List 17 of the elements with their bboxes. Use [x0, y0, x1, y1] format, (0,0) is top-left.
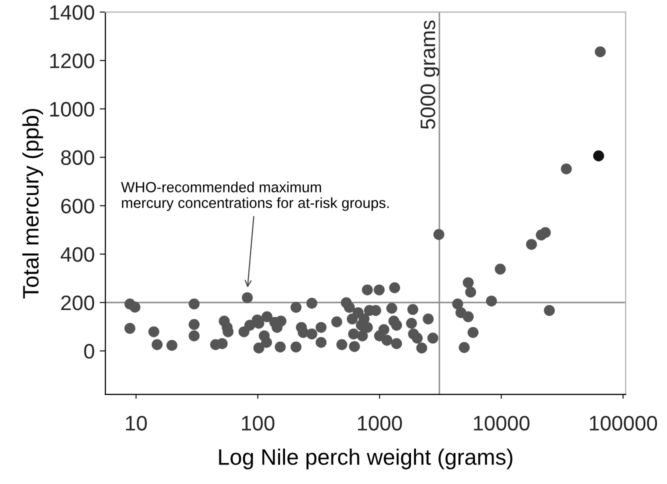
y-tick-label: 1400 [50, 5, 94, 20]
x-tick-label: 10000 [474, 416, 530, 431]
y-axis-title: Total mercury (ppb) [22, 108, 44, 298]
annotation: WHO-recommended maximum mercury concentrations for at-risk groups. [121, 182, 389, 211]
x-tick-label: 100000 [590, 416, 658, 431]
y-tick-label: 1000 [50, 102, 94, 117]
y-tick-label: 600 [61, 198, 94, 214]
y-tick-label: 800 [61, 150, 94, 166]
x-tick-label: 100 [242, 416, 274, 431]
x-tick-label: 10 [126, 416, 147, 431]
x-axis-title: Log Nile perch weight (grams) [219, 448, 512, 470]
y-tick-label: 400 [60, 247, 94, 262]
y-tick-label: 200 [61, 296, 94, 310]
ref-line-label: 5000 grams [420, 20, 440, 129]
x-tick-label: 1000 [358, 416, 402, 431]
y-tick-label: 0 [84, 344, 94, 359]
y-tick-label: 1200 [50, 54, 94, 68]
